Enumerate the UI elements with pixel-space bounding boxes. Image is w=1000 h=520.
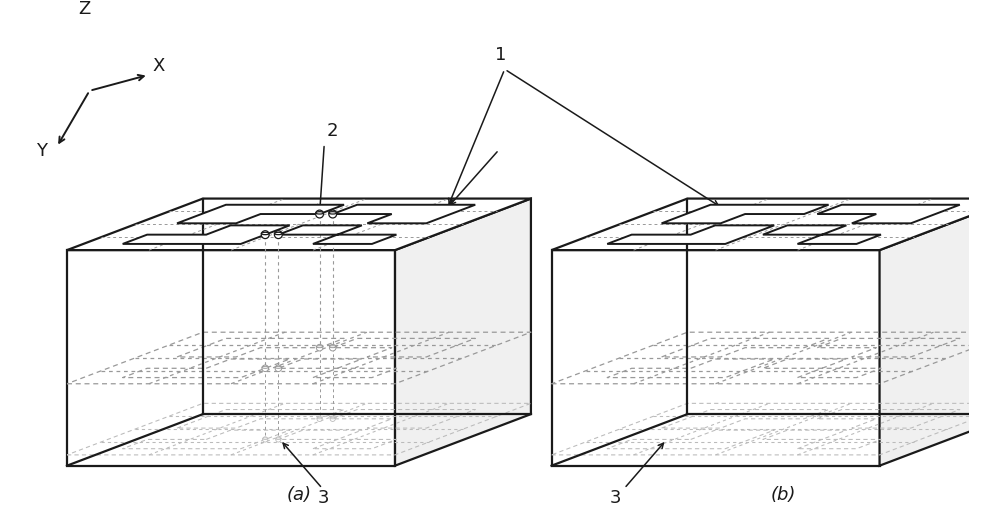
Circle shape (330, 416, 335, 421)
Polygon shape (607, 225, 774, 244)
Polygon shape (67, 199, 531, 250)
Polygon shape (552, 199, 1000, 250)
Polygon shape (662, 205, 829, 223)
Circle shape (329, 344, 336, 351)
Ellipse shape (316, 212, 324, 214)
Circle shape (275, 365, 282, 372)
Text: Z: Z (78, 0, 91, 18)
Polygon shape (817, 205, 960, 223)
Circle shape (317, 416, 322, 421)
Text: Y: Y (36, 142, 47, 160)
Ellipse shape (261, 232, 269, 235)
Polygon shape (177, 205, 344, 223)
Ellipse shape (330, 417, 335, 419)
Ellipse shape (263, 438, 268, 439)
Ellipse shape (262, 366, 269, 368)
Text: 3: 3 (318, 489, 329, 506)
Ellipse shape (276, 438, 281, 439)
Circle shape (263, 437, 268, 442)
Text: (a): (a) (286, 486, 311, 504)
Polygon shape (67, 250, 395, 466)
Ellipse shape (317, 417, 322, 419)
Circle shape (329, 210, 337, 218)
Circle shape (316, 344, 323, 351)
Polygon shape (880, 199, 1000, 466)
Polygon shape (552, 250, 880, 466)
Text: 1: 1 (495, 46, 507, 64)
Text: X: X (152, 57, 165, 75)
Ellipse shape (329, 346, 336, 348)
Polygon shape (395, 199, 531, 466)
Circle shape (274, 231, 282, 239)
Polygon shape (763, 225, 881, 244)
Circle shape (276, 437, 281, 442)
Ellipse shape (329, 212, 337, 214)
Text: 3: 3 (610, 489, 622, 506)
Polygon shape (278, 225, 396, 244)
Polygon shape (123, 225, 290, 244)
Circle shape (261, 231, 269, 239)
Ellipse shape (274, 232, 282, 235)
Text: 2: 2 (326, 122, 338, 140)
Polygon shape (333, 205, 475, 223)
Ellipse shape (316, 346, 323, 348)
Ellipse shape (275, 366, 282, 368)
Circle shape (316, 210, 324, 218)
Text: (b): (b) (771, 486, 796, 504)
Circle shape (262, 365, 269, 372)
